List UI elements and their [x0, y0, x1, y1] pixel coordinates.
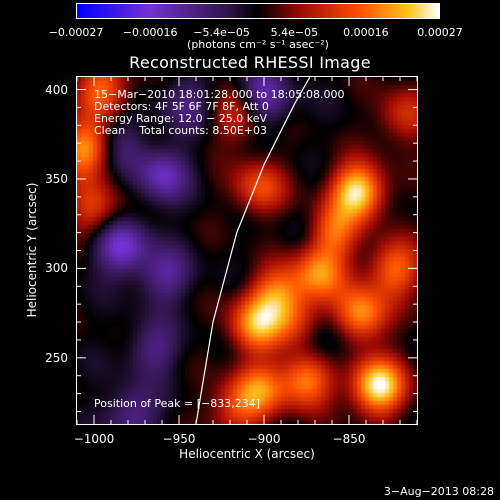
footer-date: 3−Aug−2013 08:28 [383, 485, 494, 498]
colorbar-tick-label: −0.00027 [48, 26, 104, 39]
colorbar-tick-label: 0.00027 [417, 26, 463, 39]
observation-time: 15−Mar−2010 18:01:28.000 to 18:05:08.000 [94, 88, 345, 101]
colorbar-tick-label: −0.00016 [122, 26, 178, 39]
colorbar [76, 3, 440, 19]
energy-range: Energy Range: 12.0 − 25.0 keV [94, 112, 268, 125]
clean-total-counts: Clean Total counts: 8.50E+03 [94, 124, 268, 137]
y-tick-label: 350 [45, 171, 68, 186]
heatmap-image [77, 77, 417, 424]
x-tick-label: −900 [247, 432, 281, 446]
y-tick-label: 300 [45, 261, 68, 276]
x-axis-label: Heliocentric X (arcsec) [179, 447, 315, 461]
x-tick-label: −1000 [73, 432, 115, 446]
colorbar-units: (photons cm⁻² s⁻¹ asec⁻²) [187, 38, 329, 51]
peak-position-label: Position of Peak = [−833,234] [94, 397, 261, 410]
colorbar-tick-label: 5.4e−05 [270, 26, 319, 39]
y-tick-label: 250 [45, 350, 68, 365]
colorbar-tick-label: −5.4e−05 [193, 26, 250, 39]
y-tick-label: 400 [45, 82, 68, 97]
detectors-info: Detectors: 4F 5F 6F 7F 8F, Att 0 [94, 100, 269, 113]
x-tick-label: −950 [162, 432, 196, 446]
colorbar-tick-label: 0.00016 [343, 26, 389, 39]
plot-area [76, 76, 418, 425]
y-axis-label: Heliocentric Y (arcsec) [25, 182, 39, 318]
chart-title: Reconstructed RHESSI Image [129, 53, 371, 72]
x-tick-label: −850 [332, 432, 366, 446]
solar-limb-curve [195, 76, 311, 425]
